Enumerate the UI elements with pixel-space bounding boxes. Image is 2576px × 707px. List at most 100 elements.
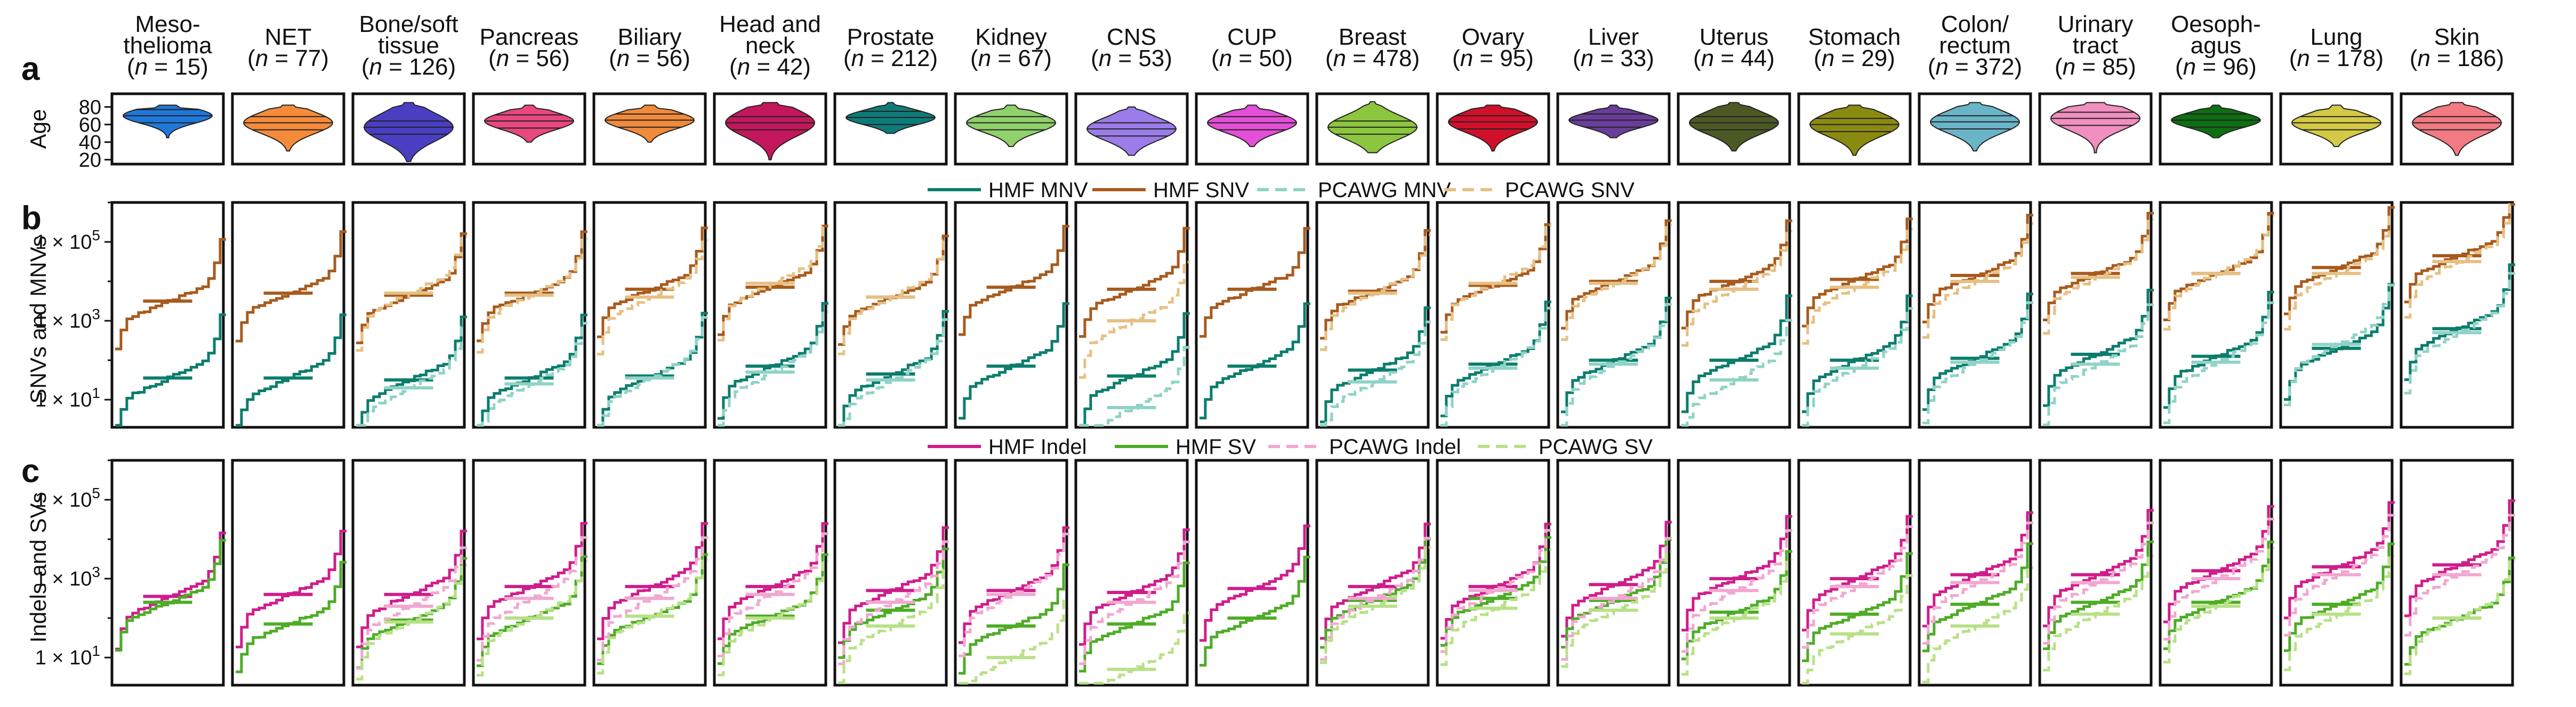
panel-c-frame-11	[1436, 459, 1550, 687]
panel-c-frame-18	[2279, 459, 2394, 687]
header-name-17: agus	[2191, 32, 2241, 59]
series-b-pcawg-mnv-8	[1079, 346, 1190, 427]
series-b-hmf-snv-12	[1561, 219, 1672, 330]
header-name-0: thelioma	[123, 32, 212, 59]
series-c-hmf-indel-18	[2284, 501, 2395, 620]
age-violin-7	[965, 104, 1057, 147]
age-violin-12	[1568, 104, 1659, 139]
panel-c-frame-17	[2159, 459, 2273, 687]
panel-b-frame-7	[954, 201, 1068, 429]
legend-label-1: HMF SV	[1176, 435, 1256, 459]
log-tick-label: 1 × 103	[35, 564, 100, 590]
panel-c-frame-9	[1195, 459, 1309, 687]
panel-b-frame-11	[1436, 201, 1550, 429]
panel-c-frame-16	[2038, 459, 2153, 687]
panel-b-frame-16	[2038, 201, 2153, 429]
panel-b-frame-9	[1195, 201, 1309, 429]
panel-c-frame-4	[592, 459, 707, 687]
series-c-pcawg-sv-7	[959, 599, 1069, 685]
series-c-pcawg-sv-8	[1079, 611, 1190, 685]
series-c-pcawg-indel-11	[1440, 529, 1551, 653]
age-frame-16	[2038, 92, 2153, 166]
header-n-14: (n = 29)	[1814, 45, 1895, 71]
age-violin-13	[1688, 102, 1780, 152]
age-frame-14	[1797, 92, 1912, 166]
age-violin-14	[1809, 104, 1900, 156]
age-frame-7	[954, 92, 1068, 166]
age-frame-19	[2400, 92, 2514, 166]
panel-c-frame-14	[1797, 459, 1912, 687]
series-b-pcawg-mnv-18	[2284, 283, 2395, 407]
panel-b-frame-2	[351, 201, 466, 429]
series-c-hmf-indel-17	[2163, 505, 2274, 623]
series-c-hmf-indel-1	[236, 530, 347, 648]
header-name-16: Urinary	[2058, 11, 2134, 37]
age-frame-3	[472, 92, 586, 166]
series-b-hmf-mnv-15	[1922, 292, 2033, 411]
header-name-2: Bone/soft	[359, 11, 458, 37]
header-name-15: rectum	[1939, 32, 2010, 59]
series-b-hmf-mnv-1	[236, 313, 347, 427]
panel-b-frame-19	[2400, 201, 2514, 429]
log-tick-label: 1 × 105	[35, 485, 100, 511]
series-c-hmf-indel-2	[356, 530, 467, 648]
series-c-pcawg-indel-12	[1561, 537, 1672, 661]
panel-letter-a: a	[21, 51, 40, 87]
header-n-17: (n = 96)	[2175, 54, 2257, 80]
header-n-1: (n = 77)	[247, 45, 329, 71]
header-n-9: (n = 50)	[1211, 45, 1293, 71]
age-tick-label: 80	[79, 96, 101, 119]
series-c-pcawg-indel-17	[2163, 517, 2274, 641]
axis-title-snv-mnv: SNVs and MNVs	[26, 235, 51, 403]
series-b-pcawg-mnv-3	[477, 322, 587, 427]
age-frame-17	[2159, 92, 2273, 166]
series-c-pcawg-indel-10	[1320, 537, 1431, 661]
series-b-hmf-mnv-0	[115, 313, 226, 427]
panel-c-frame-10	[1315, 459, 1430, 687]
header-name-17: Oesoph-	[2171, 11, 2261, 37]
header-name-5: Head and	[719, 11, 821, 37]
series-c-hmf-sv-13	[1681, 550, 1792, 661]
age-violin-9	[1206, 104, 1298, 147]
age-violin-16	[2050, 102, 2140, 153]
series-c-pcawg-indel-13	[1681, 529, 1792, 653]
age-frame-0	[110, 92, 225, 166]
series-b-hmf-snv-17	[2163, 212, 2274, 321]
series-c-pcawg-indel-6	[838, 540, 949, 665]
series-b-pcawg-mnv-17	[2163, 301, 2274, 425]
panel-b-frame-1	[231, 201, 345, 429]
panel-b-frame-12	[1556, 201, 1671, 429]
panel-c-frame-13	[1677, 459, 1791, 687]
age-violin-19	[2411, 102, 2502, 156]
panel-b-frame-4	[592, 201, 707, 429]
panel-c-frame-6	[833, 459, 948, 687]
panel-b-frame-17	[2159, 201, 2273, 429]
panel-b-snv-mnv: b SNVs and MNVs HMF MNV HMF SNV PCAWG MNV P…	[21, 178, 1635, 411]
series-b-hmf-snv-2	[356, 232, 467, 345]
header-name-16: tract	[2073, 32, 2119, 59]
series-b-hmf-mnv-17	[2163, 290, 2274, 409]
panel-letter-c: c	[21, 453, 39, 490]
series-c-hmf-sv-10	[1320, 538, 1431, 649]
series-c-hmf-indel-16	[2043, 509, 2154, 628]
header-n-7: (n = 67)	[970, 45, 1052, 71]
header-name-19: Skin	[2434, 24, 2480, 50]
series-b-hmf-snv-5	[718, 224, 828, 336]
header-n-4: (n = 56)	[609, 45, 690, 71]
panel-c-frame-12	[1556, 459, 1671, 687]
series-b-pcawg-mnv-16	[2043, 303, 2154, 426]
series-b-hmf-snv-6	[838, 234, 949, 346]
header-name-4: Biliary	[618, 24, 682, 50]
panel-c-frame-19	[2400, 459, 2514, 687]
header-name-3: Pancreas	[480, 24, 579, 50]
series-b-hmf-mnv-18	[2284, 283, 2395, 401]
header-n-15: (n = 372)	[1928, 54, 2022, 80]
series-c-hmf-sv-8	[1079, 561, 1190, 673]
header-name-7: Kidney	[975, 24, 1047, 50]
age-frame-15	[1918, 92, 2032, 166]
age-frame-9	[1195, 92, 1309, 166]
series-b-pcawg-mnv-12	[1561, 303, 1672, 427]
series-b-hmf-mnv-11	[1440, 300, 1551, 418]
panel-b-frame-10	[1315, 201, 1430, 429]
